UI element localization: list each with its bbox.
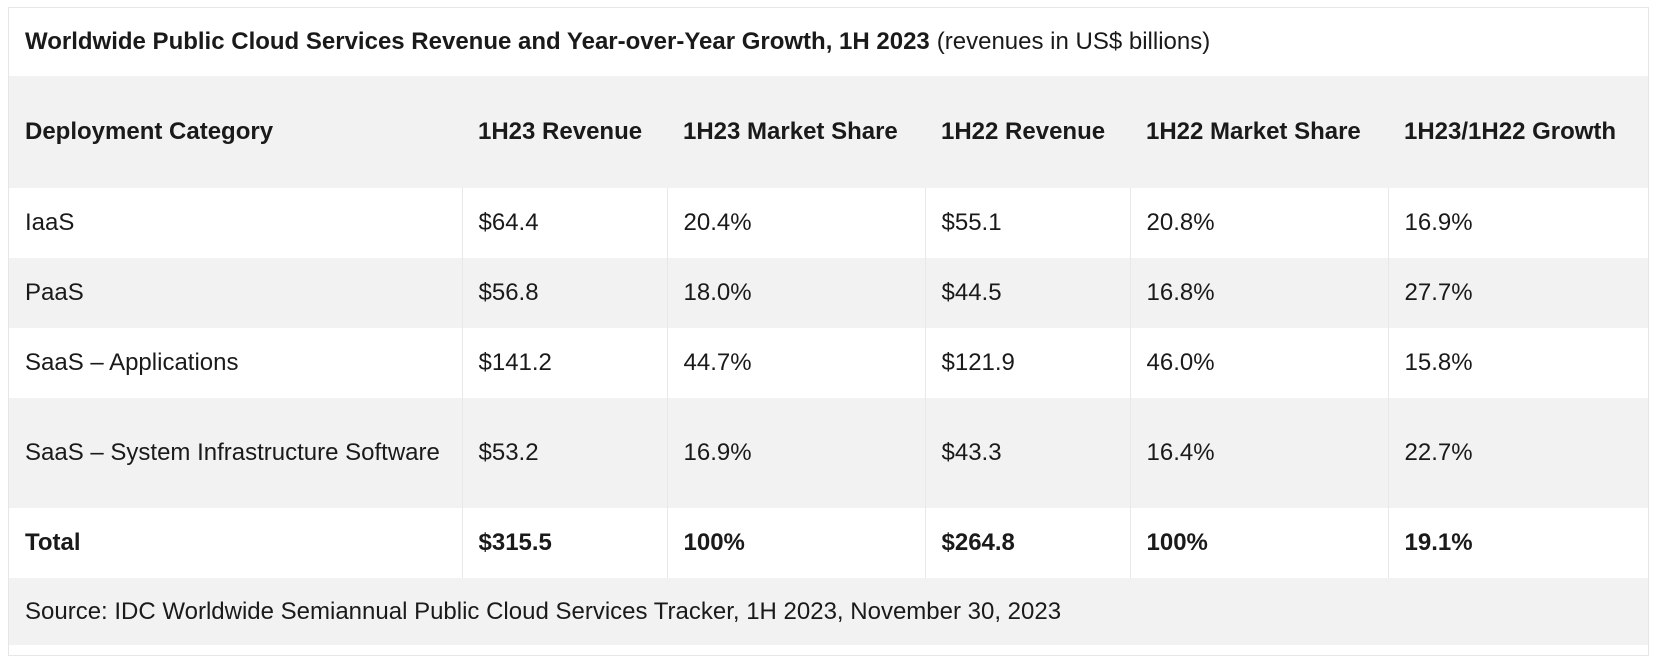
- cell-1h22-market-share: 16.8%: [1129, 258, 1388, 328]
- header-1h22-market-share: 1H22 Market Share: [1130, 76, 1388, 188]
- total-1h23-revenue: $315.5: [461, 508, 667, 578]
- cell-category: IaaS: [9, 188, 462, 258]
- cell-1h22-revenue: $43.3: [924, 398, 1130, 508]
- header-1h22-revenue: 1H22 Revenue: [925, 76, 1130, 188]
- cell-1h22-revenue: $55.1: [924, 188, 1130, 258]
- cell-1h22-revenue: $121.9: [924, 328, 1130, 398]
- cell-growth: 27.7%: [1387, 258, 1648, 328]
- header-1h23-revenue: 1H23 Revenue: [462, 76, 667, 188]
- cell-1h23-market-share: 18.0%: [666, 258, 925, 328]
- table-row: SaaS – System Infrastructure Software $5…: [9, 398, 1648, 508]
- cell-1h23-revenue: $64.4: [461, 188, 667, 258]
- header-deployment-category: Deployment Category: [9, 76, 462, 188]
- total-growth: 19.1%: [1387, 508, 1648, 578]
- cell-1h23-revenue: $56.8: [461, 258, 667, 328]
- cell-growth: 16.9%: [1387, 188, 1648, 258]
- cell-1h22-market-share: 20.8%: [1129, 188, 1388, 258]
- table-title-note: (revenues in US$ billions): [936, 28, 1211, 55]
- cell-category: SaaS – System Infrastructure Software: [9, 398, 462, 508]
- table-title: Worldwide Public Cloud Services Revenue …: [9, 8, 1648, 76]
- table-row: SaaS – Applications $141.2 44.7% $121.9 …: [9, 328, 1648, 398]
- cell-growth: 22.7%: [1387, 398, 1648, 508]
- table-row: IaaS $64.4 20.4% $55.1 20.8% 16.9%: [9, 188, 1648, 258]
- total-row: Total $315.5 100% $264.8 100% 19.1%: [9, 508, 1648, 578]
- revenue-table-container: Worldwide Public Cloud Services Revenue …: [8, 7, 1649, 656]
- cell-1h23-market-share: 16.9%: [666, 398, 925, 508]
- header-1h23-market-share: 1H23 Market Share: [667, 76, 925, 188]
- cell-1h23-market-share: 44.7%: [666, 328, 925, 398]
- table-row: PaaS $56.8 18.0% $44.5 16.8% 27.7%: [9, 258, 1648, 328]
- cell-category: PaaS: [9, 258, 462, 328]
- total-label: Total: [9, 508, 462, 578]
- source-note: Source: IDC Worldwide Semiannual Public …: [9, 578, 1648, 645]
- header-growth: 1H23/1H22 Growth: [1388, 76, 1648, 188]
- cell-1h23-revenue: $53.2: [461, 398, 667, 508]
- cell-1h23-market-share: 20.4%: [666, 188, 925, 258]
- cell-1h22-revenue: $44.5: [924, 258, 1130, 328]
- cell-growth: 15.8%: [1387, 328, 1648, 398]
- cell-1h22-market-share: 46.0%: [1129, 328, 1388, 398]
- total-1h22-market-share: 100%: [1129, 508, 1388, 578]
- total-1h22-revenue: $264.8: [924, 508, 1130, 578]
- cell-1h22-market-share: 16.4%: [1129, 398, 1388, 508]
- table-title-main: Worldwide Public Cloud Services Revenue …: [25, 28, 930, 55]
- header-row: Deployment Category 1H23 Revenue 1H23 Ma…: [9, 76, 1648, 188]
- cell-category: SaaS – Applications: [9, 328, 462, 398]
- revenue-table: Deployment Category 1H23 Revenue 1H23 Ma…: [9, 76, 1648, 578]
- total-1h23-market-share: 100%: [666, 508, 925, 578]
- cell-1h23-revenue: $141.2: [461, 328, 667, 398]
